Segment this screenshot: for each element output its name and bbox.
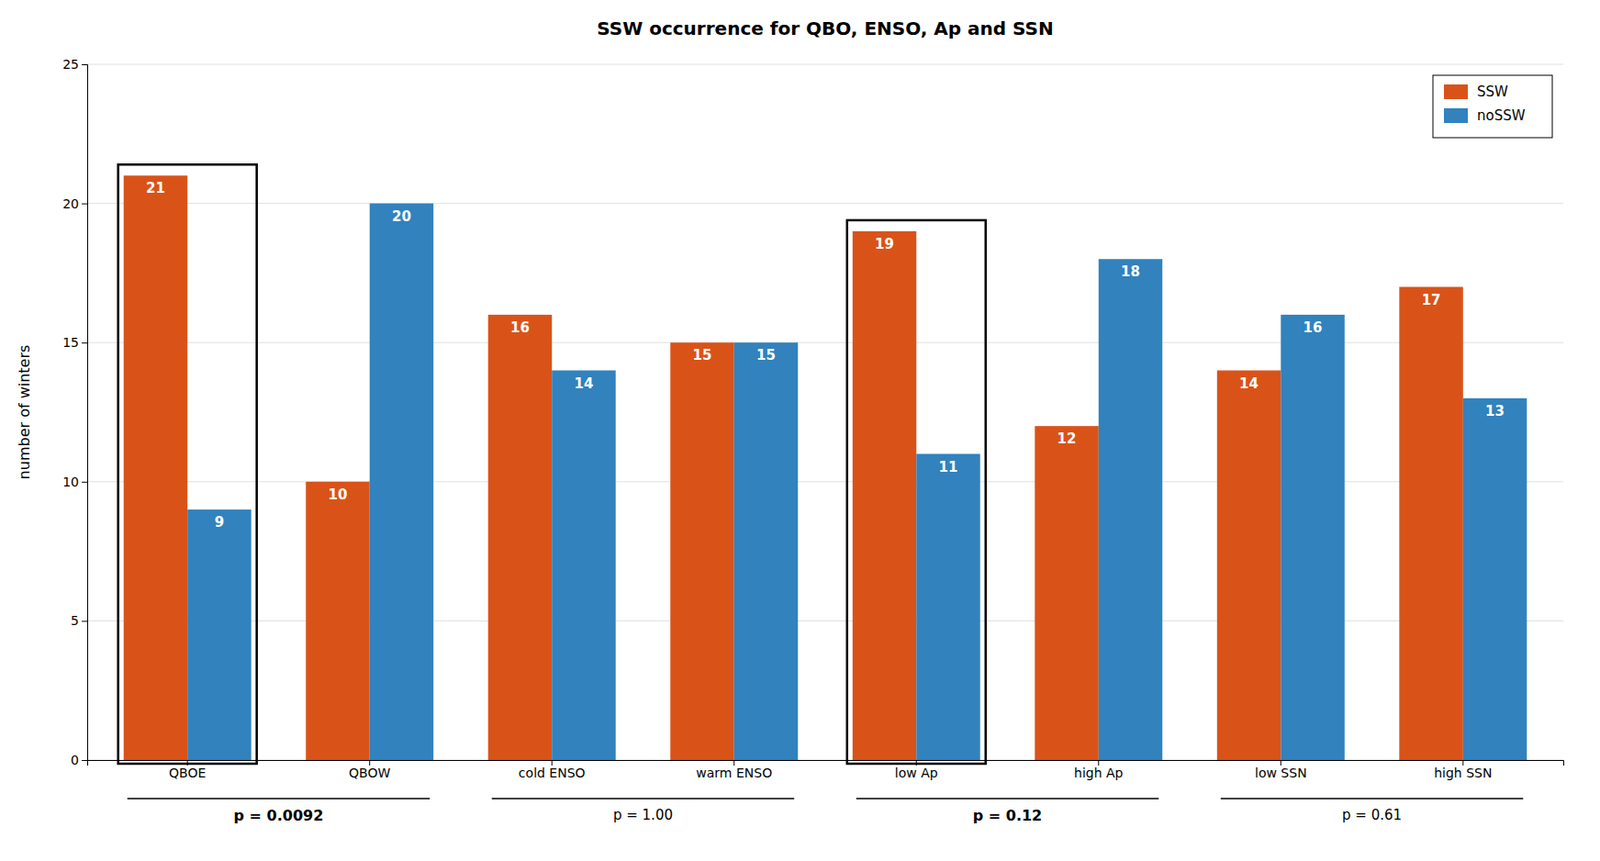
data-label: 17 [1421,291,1442,309]
bracket-line [1220,797,1523,800]
bar [1098,258,1163,761]
legend-item: SSW [1443,83,1509,101]
legend-label: noSSW [1476,107,1526,124]
y-tick-mark [81,620,88,622]
highlight-box [118,164,258,764]
bar [670,342,734,761]
y-tick-label: 5 [70,613,79,628]
y-tick-mark [81,203,88,205]
data-label: 20 [391,208,412,225]
y-tick: 25 [62,56,88,72]
x-axis-line [88,760,1565,767]
x-tick: high SSN [1433,760,1492,781]
data-label: 18 [1120,263,1141,280]
y-tick-label: 25 [62,56,79,72]
title: SSW occurrence for QBO, ENSO, Ap and SSN [596,17,1054,40]
data-label: 15 [756,346,776,364]
bars [123,175,1528,761]
x-tick: cold ENSO [518,760,586,781]
y-tick-label: 20 [62,196,79,212]
bar [916,453,980,761]
data-label: 10 [328,486,348,504]
data-label: 9 [214,514,224,531]
bar [1398,287,1463,761]
data-label: 13 [1485,402,1505,420]
y-tick: 20 [62,196,88,212]
x-tick-label: high Ap [1074,765,1124,781]
grid-line [87,64,1564,66]
x-tick: QBOW [348,760,391,781]
data-label: 16 [1303,319,1323,336]
highlight-box [847,220,986,764]
y-tick: 10 [62,474,88,490]
bracket-line [127,797,430,800]
bar [734,342,798,761]
x-tick-label: cold ENSO [518,765,586,781]
y-tick-mark [81,64,88,66]
legend-label: SSW [1476,83,1509,101]
bar [551,370,616,761]
data-label: 15 [693,346,713,364]
bracket-line [492,797,795,800]
x-tick: low SSN [1254,760,1308,781]
legend-swatch [1443,84,1468,100]
x-tick: warm ENSO [695,760,773,781]
chart: 2110161519121417920141511181613051015202… [0,0,1600,861]
bar [1280,314,1344,761]
bar [369,203,434,761]
p-value-label: p = 0.61 [1342,806,1402,824]
x-tick-label: warm ENSO [695,765,773,781]
x-tick-label: low Ap [895,765,939,781]
bar [852,231,917,761]
bar [1034,425,1098,761]
grid-line [87,202,1564,204]
y-tick-mark [81,760,88,761]
bar [123,175,188,761]
legend: SSW noSSW [1432,75,1553,138]
y-tick-label: 10 [62,474,79,490]
data-label: 14 [574,375,594,392]
y-axis: 0 5 10 15 20 25 [62,56,88,768]
data-label: 16 [510,319,530,336]
y-tick-mark [81,481,88,483]
annotations: p = 0.0092 p = 1.00 p = 0.12 p = 0.61 [118,164,1524,825]
data-label: 21 [145,179,166,197]
bar [305,481,370,761]
y-tick: 15 [62,335,88,350]
bracket-line [856,797,1159,800]
x-axis: QBOE QBOW cold ENSO warm ENSO low Ap high Ap l… [88,760,1565,781]
y-tick: 0 [70,752,88,768]
legend-frame [1432,75,1553,138]
p-value-label: p = 1.00 [613,806,673,824]
y-tick: 5 [70,613,88,628]
grid [87,64,1564,761]
x-tick-label: QBOW [348,765,391,781]
bar [1217,370,1281,761]
data-label: 14 [1239,375,1259,392]
bar [187,509,251,761]
bar [1463,398,1527,761]
x-tick-label: QBOE [168,765,206,781]
legend-swatch [1443,108,1468,124]
data-label: 12 [1057,430,1077,448]
p-value-label: p = 0.0092 [234,806,325,825]
x-tick-label: low SSN [1254,765,1308,781]
y-tick-label: 15 [62,335,79,350]
p-value-label: p = 0.12 [973,806,1042,825]
data-label: 11 [939,458,959,476]
bar [488,314,552,761]
y-tick-label: 0 [70,752,79,768]
data-labels: 21 10 16 15 19 12 14 17 9 20 14 15 11 18 16 13 [145,179,1505,531]
y-axis-line [81,65,89,761]
legend-item: noSSW [1443,107,1526,124]
x-tick: high Ap [1074,760,1124,781]
y-tick-mark [81,342,88,344]
x-tick-label: high SSN [1433,765,1492,781]
plot-area: 2110161519121417920141511181613051015202… [62,56,1564,825]
y-axis-title: number of winters [15,345,34,481]
data-label: 19 [874,235,895,253]
